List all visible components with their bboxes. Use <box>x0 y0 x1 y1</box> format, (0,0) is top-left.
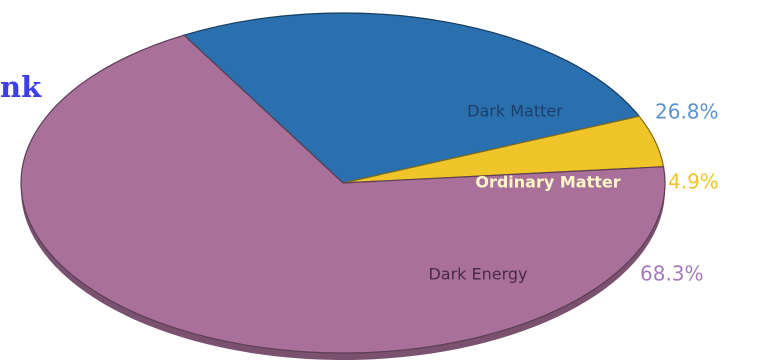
slice-label-ordinary-matter: Ordinary Matter <box>475 173 620 192</box>
page-heading-fragment: nk <box>0 70 42 104</box>
slice-value-ordinary-matter: 4.9% <box>668 170 719 194</box>
slice-label-dark-matter: Dark Matter <box>467 102 563 121</box>
pie-slice-dark-energy <box>20 34 666 354</box>
slice-value-dark-matter: 26.8% <box>655 100 719 124</box>
slice-label-dark-energy: Dark Energy <box>428 265 527 284</box>
slice-value-dark-energy: 68.3% <box>640 262 704 286</box>
